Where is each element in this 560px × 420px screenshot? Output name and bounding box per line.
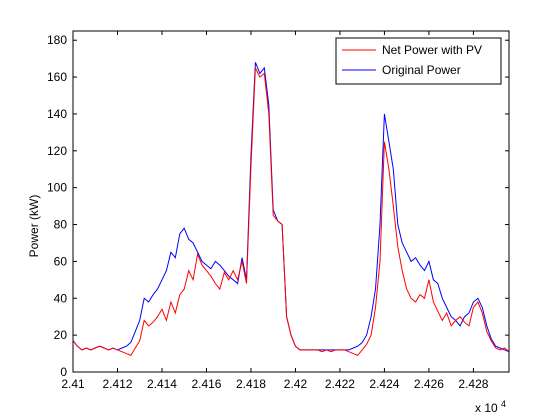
x-multiplier-label: x 10 4 bbox=[475, 399, 506, 415]
x-multiplier-exponent: 4 bbox=[501, 399, 506, 409]
plot-area bbox=[73, 62, 509, 357]
x-tick-label: 2.412 bbox=[102, 377, 132, 391]
legend-entry: Net Power with PV bbox=[382, 43, 482, 57]
legend: Net Power with PV Original Power bbox=[335, 37, 502, 85]
legend-entry: Original Power bbox=[382, 63, 461, 77]
y-tick-label: 100 bbox=[47, 181, 67, 195]
x-tick-label: 2.42 bbox=[284, 377, 308, 391]
x-tick-label: 2.426 bbox=[414, 377, 444, 391]
legend-box bbox=[335, 37, 502, 85]
axes-box bbox=[72, 30, 510, 373]
y-tick-label: 140 bbox=[47, 107, 67, 121]
y-tick-label: 20 bbox=[54, 328, 68, 342]
y-tick-label: 160 bbox=[47, 70, 67, 84]
net-power-with-pv-line bbox=[73, 67, 509, 357]
x-tick-label: 2.418 bbox=[236, 377, 266, 391]
y-tick-label: 0 bbox=[60, 365, 67, 379]
y-tick-label: 80 bbox=[54, 218, 68, 232]
x-tick-label: 2.424 bbox=[369, 377, 399, 391]
x-tick-label: 2.428 bbox=[458, 377, 488, 391]
x-tick-label: 2.414 bbox=[147, 377, 177, 391]
ticks-layer: 2.41 2.412 2.414 2.416 2.418 2.42 2.422 2.424 2.… bbox=[47, 31, 509, 391]
x-tick-label: 2.41 bbox=[61, 377, 85, 391]
x-multiplier-base: x 10 bbox=[475, 401, 498, 415]
x-tick-label: 2.422 bbox=[325, 377, 355, 391]
y-axis-label: Power (kW) bbox=[27, 195, 41, 258]
y-tick-label: 60 bbox=[54, 254, 68, 268]
y-tick-label: 120 bbox=[47, 144, 67, 158]
x-tick-label: 2.416 bbox=[191, 377, 221, 391]
y-tick-label: 180 bbox=[47, 33, 67, 47]
y-tick-label: 40 bbox=[54, 291, 68, 305]
series-layer bbox=[73, 62, 509, 357]
